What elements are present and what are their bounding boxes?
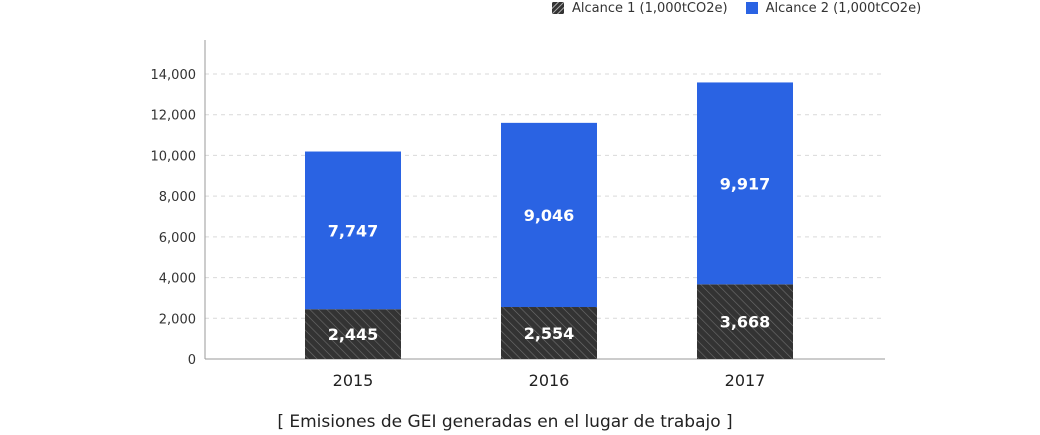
bar-alcance-2-2017: [697, 82, 793, 285]
x-tick-label-2017: 2017: [725, 371, 766, 390]
y-tick-label: 8,000: [159, 190, 196, 205]
bars: [305, 82, 793, 359]
bar-alcance-1-2017: [697, 284, 793, 359]
data-label-alcance-1-2017: 3,668: [720, 313, 771, 332]
data-label-alcance-2-2016: 9,046: [524, 206, 575, 225]
y-tick-label: 2,000: [159, 312, 196, 327]
chart-legend: Alcance 1 (1,000tCO2e) Alcance 2 (1,000t…: [552, 0, 939, 16]
bar-alcance-2-2016: [501, 122, 597, 308]
legend-item-alcance-1: Alcance 1 (1,000tCO2e): [552, 1, 728, 16]
bar-alcance-1-2015: [305, 309, 401, 359]
bar-alcance-2-2015: [305, 151, 401, 310]
legend-swatch-alcance-1: [552, 2, 564, 14]
data-label-alcance-1-2016: 2,554: [524, 324, 575, 343]
chart-caption: [ Emisiones de GEI generadas en el lugar…: [277, 412, 733, 432]
data-labels: 2,445 7,747 2,554 9,046 3,668 9,917: [328, 174, 771, 344]
x-tick-label-2016: 2016: [529, 371, 570, 390]
legend-label-alcance-1: Alcance 1 (1,000tCO2e): [572, 0, 728, 16]
y-tick-label: 4,000: [159, 272, 196, 287]
data-label-alcance-2-2015: 7,747: [328, 221, 379, 240]
data-label-alcance-1-2015: 2,445: [328, 325, 379, 344]
legend-swatch-alcance-2: [745, 2, 758, 14]
y-tick-label: 6,000: [159, 231, 196, 246]
y-tick-label: 0: [188, 353, 196, 368]
legend-item-alcance-2: Alcance 2 (1,000tCO2e): [745, 0, 922, 16]
data-label-alcance-2-2017: 9,917: [720, 174, 771, 193]
x-tick-label-2015: 2015: [333, 371, 374, 390]
legend-label-alcance-2: Alcance 2 (1,000tCO2e): [765, 0, 922, 16]
y-tick-label: 12,000: [151, 109, 197, 124]
y-tick-label: 10,000: [151, 149, 197, 164]
bar-alcance-1-2016: [501, 307, 597, 359]
y-tick-label: 14,000: [151, 68, 197, 83]
